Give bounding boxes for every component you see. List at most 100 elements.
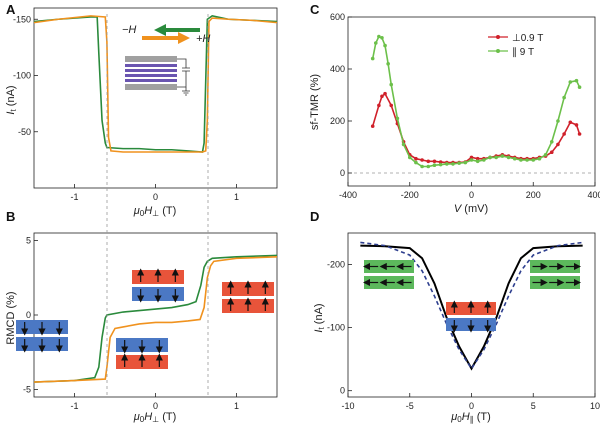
data-point (445, 162, 449, 166)
panel-c-xticks: -400 -200 0 200 400 (339, 182, 600, 200)
series-line-1 (360, 244, 583, 371)
x-tick-label: 5 (531, 401, 536, 411)
panel-c-xlabel: V (mV) (454, 203, 488, 215)
panel-b-ylabel: RMCD (%) (5, 291, 17, 344)
data-point (562, 132, 566, 136)
data-point (577, 85, 582, 89)
x-tick-label: -10 (341, 401, 354, 411)
panel-label-a: A (6, 2, 16, 17)
data-point (380, 94, 384, 99)
panel-b-xticks: -1 0 1 (70, 393, 239, 411)
data-point (426, 164, 431, 169)
data-point (370, 124, 375, 128)
data-point (432, 163, 437, 167)
data-point (574, 123, 579, 127)
panel-a-xticks: -1 0 1 (70, 184, 239, 202)
data-point (500, 154, 505, 158)
device-schematic (125, 56, 190, 96)
data-point (549, 140, 554, 144)
data-point (574, 78, 579, 83)
y-tick-label: 0 (340, 168, 345, 178)
panel-b-yticks: 5 0 -5 (23, 235, 38, 395)
panel-a-curves (33, 15, 278, 153)
y-tick-label: 0 (26, 310, 31, 320)
data-point (525, 158, 529, 162)
data-point (414, 160, 418, 165)
data-point (568, 120, 573, 125)
y-tick-label: -5 (23, 385, 31, 395)
x-tick-label: 0 (153, 401, 158, 411)
series-line-1 (371, 92, 581, 164)
data-point (432, 159, 437, 164)
data-point (370, 56, 375, 61)
data-point (549, 150, 554, 154)
data-point (380, 36, 384, 40)
series-line-1 (33, 15, 278, 153)
data-point (488, 155, 492, 160)
data-point (420, 158, 424, 162)
data-point (562, 95, 566, 100)
panel-a-ylabel: It (nA) (5, 85, 18, 114)
data-point (543, 153, 548, 157)
data-point (531, 158, 536, 162)
panel-a: -1 0 1 -150 -100 -50 −H +H It (nA) μ0H⊥ (T) (5, 7, 278, 218)
panel-d-ylabel: It (nA) (313, 303, 326, 332)
data-point (377, 103, 381, 108)
data-point (395, 116, 400, 121)
data-point (420, 164, 424, 169)
data-point (438, 160, 443, 164)
data-point (519, 158, 523, 162)
y-tick-label: 400 (330, 64, 345, 74)
data-point (512, 156, 517, 161)
panel-label-c: C (310, 2, 320, 17)
data-point (577, 132, 582, 136)
y-tick-label: -100 (13, 71, 31, 81)
data-point (482, 158, 486, 162)
panel-d: -10 -5 0 5 10 -200 -100 0 It (nA) μ0H∥ (T) (313, 232, 600, 424)
legend-plus-h: +H (196, 33, 210, 45)
x-tick-label: 0 (153, 192, 158, 202)
panel-c-ylabel: sf-TMR (%) (309, 74, 321, 130)
data-point (469, 158, 474, 162)
field-sweep-legend: −H +H (122, 24, 210, 45)
data-point (469, 155, 474, 160)
series-line-2 (33, 15, 278, 153)
data-point (383, 43, 387, 48)
data-point (568, 80, 573, 84)
x-tick-label: 0 (469, 401, 474, 411)
x-tick-label: -1 (70, 401, 78, 411)
x-tick-label: 1 (234, 401, 239, 411)
data-point (373, 41, 378, 45)
data-point (475, 156, 480, 161)
data-point (537, 156, 542, 161)
x-tick-label: 10 (590, 401, 600, 411)
data-point (401, 142, 406, 147)
data-point (457, 161, 461, 165)
data-point (383, 91, 387, 96)
panel-a-xlabel: μ0H⊥ (T) (133, 205, 177, 218)
legend-minus-h: −H (122, 24, 136, 36)
legend-parallel: ∥ 9 T (512, 47, 534, 58)
series-line-2 (371, 35, 581, 168)
series-line-1 (33, 254, 278, 383)
panel-label-b: B (6, 209, 15, 224)
data-point (475, 159, 480, 164)
data-point (494, 155, 499, 160)
panel-a-yticks: -150 -100 -50 (13, 14, 38, 137)
spin-state-diagrams-d (362, 260, 582, 333)
panel-c-curves (348, 34, 595, 174)
data-point (377, 34, 381, 39)
panel-d-xticks: -10 -5 0 5 10 (341, 393, 600, 411)
data-point (438, 162, 443, 167)
data-point (407, 155, 412, 160)
panel-label-d: D (310, 209, 319, 224)
y-tick-label: 600 (330, 12, 345, 22)
panel-b: -1 0 1 5 0 -5 RMCD (%) μ0H⊥ (T) (5, 232, 278, 424)
panel-d-yticks: -200 -100 0 (327, 260, 352, 396)
y-tick-label: 200 (330, 116, 345, 126)
plot-frame-a (33, 7, 278, 189)
data-point (414, 156, 418, 161)
data-point (389, 82, 394, 87)
